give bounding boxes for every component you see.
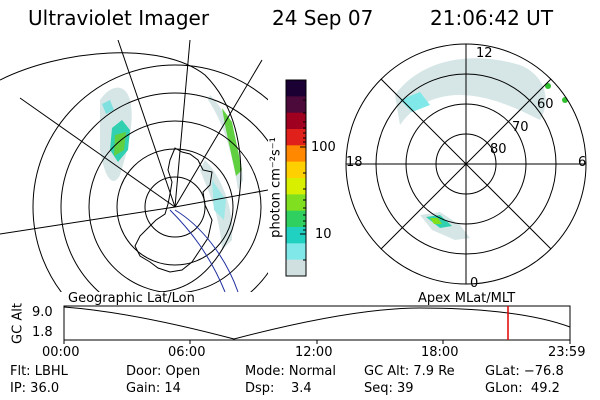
altitude-ytick-high: 9.0	[32, 305, 53, 320]
colorbar-tick-10: 10	[315, 227, 332, 242]
colorbar-band	[286, 145, 306, 163]
mlt-label-18: 18	[346, 155, 363, 170]
terminator-line	[169, 209, 226, 292]
x-tick-2359: 23:59	[548, 345, 586, 360]
status-ip: IP: 36.0	[10, 381, 60, 396]
status-dsp: Dsp: 3.4	[245, 381, 312, 396]
colorbar-frame	[285, 79, 307, 277]
colorbar-ticks	[300, 99, 306, 261]
terminator-line-2	[174, 209, 239, 292]
aurora-emission-right	[395, 58, 568, 240]
magnetic-dial	[345, 43, 587, 285]
colorbar-band	[286, 259, 306, 277]
colorbar-band	[286, 210, 306, 228]
colorbar-band	[286, 243, 306, 261]
status-gcalt: GC Alt: 7.9 Re	[364, 364, 455, 379]
colorbar-band	[286, 129, 306, 146]
colorbar-tick-100: 100	[311, 140, 336, 155]
colorbar-band	[286, 96, 306, 114]
instrument-title: Ultraviolet Imager	[28, 6, 210, 30]
colorbar	[286, 80, 306, 277]
colorbar-band	[286, 194, 306, 212]
mlat-label-60: 60	[537, 97, 554, 112]
x-tick-1200: 12:00	[295, 345, 333, 360]
altitude-ylabel: GC Alt	[10, 303, 26, 344]
colorbar-band	[286, 80, 306, 97]
geographic-label: Geographic Lat/Lon	[68, 291, 195, 306]
aurora-emission-left	[100, 87, 243, 250]
mlat-label-80: 80	[490, 142, 507, 157]
colorbar-band	[286, 227, 306, 244]
status-flt: Flt: LBHL	[10, 364, 68, 379]
latitude-circles	[32, 64, 268, 292]
status-door: Door: Open	[126, 364, 201, 379]
colorbar-band	[286, 112, 306, 130]
x-tick-1800: 18:00	[421, 345, 459, 360]
apex-label: Apex MLat/MLT	[418, 291, 516, 306]
status-gain: Gain: 14	[126, 381, 181, 396]
altitude-curve	[63, 306, 571, 340]
colorbar-band	[286, 161, 306, 179]
continent-outline	[134, 147, 213, 273]
status-mode: Mode: Normal	[245, 364, 336, 379]
status-seq: Seq: 39	[364, 381, 414, 396]
geographic-map	[0, 40, 268, 292]
mlt-label-12: 12	[476, 46, 493, 61]
x-tick-0600: 06:00	[168, 345, 206, 360]
status-glon: GLon: 49.2	[485, 381, 560, 396]
altitude-ytick-low: 1.8	[32, 325, 53, 340]
earth-limb	[0, 52, 242, 292]
colorbar-unit-label: photon cm⁻²s⁻¹	[268, 137, 284, 238]
status-glat: GLat: −76.8	[485, 364, 564, 379]
time-label: 21:06:42 UT	[430, 6, 554, 30]
colorbar-band	[286, 178, 306, 195]
mlt-label-6: 6	[578, 155, 587, 170]
meridian-lines	[0, 40, 268, 235]
mlt-label-0: 0	[470, 276, 479, 291]
mlat-label-70: 70	[512, 120, 529, 135]
x-tick-0000: 00:00	[42, 345, 80, 360]
altitude-plot	[63, 305, 571, 344]
date-label: 24 Sep 07	[272, 6, 374, 30]
